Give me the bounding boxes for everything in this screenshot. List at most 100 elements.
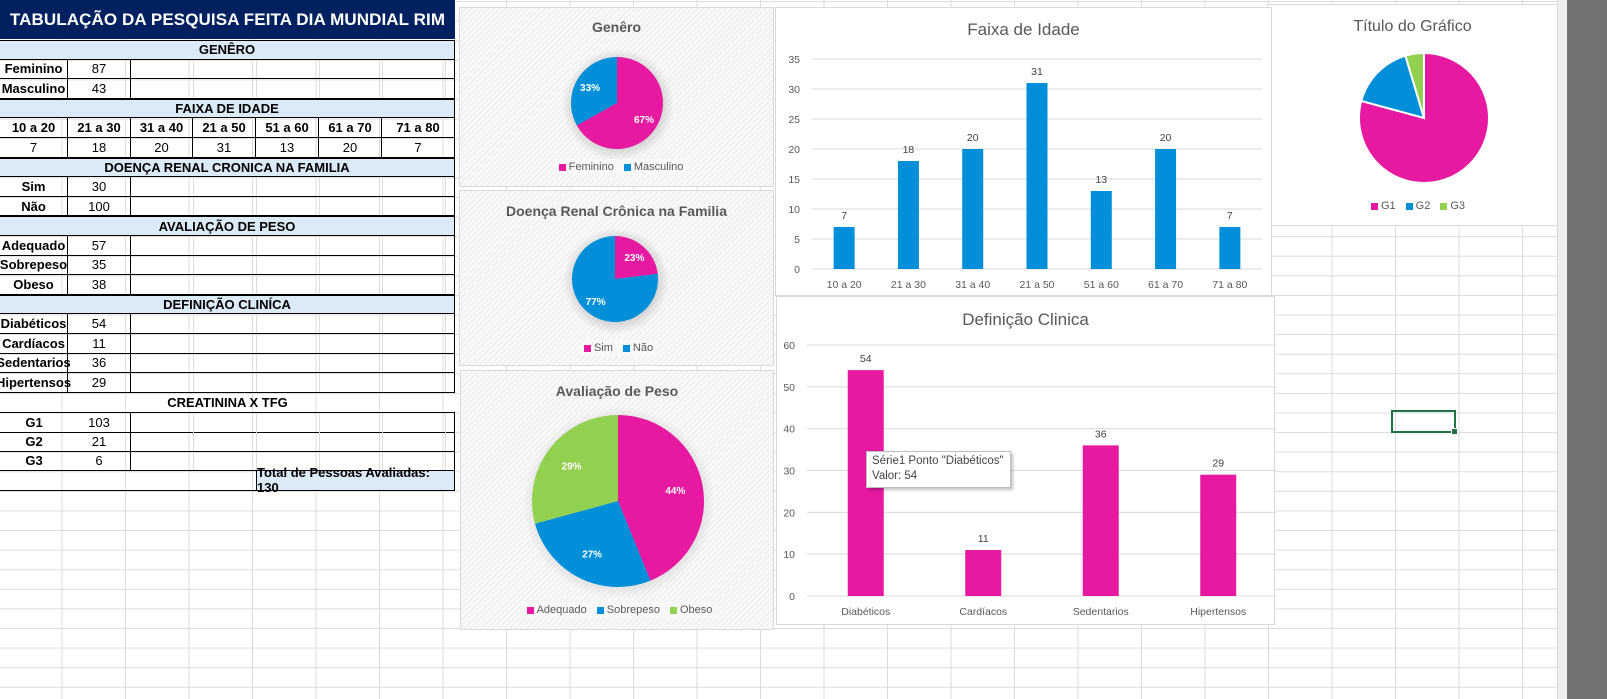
bar[interactable] [1082, 445, 1119, 596]
bar[interactable] [1219, 227, 1241, 269]
legend-item[interactable]: G2 [1405, 200, 1430, 212]
legend-item[interactable]: Sobrepeso [596, 604, 660, 616]
age-range-header[interactable]: 31 a 40 [131, 118, 193, 138]
pie-slice-sim[interactable] [615, 236, 658, 279]
legend-item[interactable]: Não [622, 342, 653, 354]
row-value[interactable]: 30 [68, 177, 131, 197]
bar[interactable] [1026, 83, 1048, 269]
empty-cells[interactable] [131, 353, 455, 374]
row-value[interactable]: 6 [68, 451, 131, 472]
row-value[interactable]: 36 [68, 353, 131, 374]
empty-cells[interactable] [131, 177, 455, 197]
empty-cells[interactable] [131, 373, 455, 393]
row-value[interactable]: 21 [68, 432, 131, 452]
row-value[interactable]: 43 [68, 79, 131, 99]
bar[interactable] [962, 149, 984, 269]
empty-cells[interactable] [131, 413, 455, 433]
row-label[interactable]: Cardíacos [0, 334, 68, 354]
row-label[interactable]: Sedentarios [0, 353, 71, 374]
age-range-value[interactable]: 18 [68, 138, 131, 158]
row-value[interactable]: 35 [68, 255, 131, 276]
legend-item[interactable]: Sim [583, 342, 613, 354]
bar[interactable] [833, 227, 855, 269]
chart-peso[interactable]: Avaliação de Peso 44% 27% 29% Adequado Sobr… [460, 370, 774, 630]
row-label[interactable]: Adequado [0, 236, 68, 256]
age-range-value[interactable]: 7 [0, 138, 68, 158]
sheet-title[interactable]: TABULAÇÃO DA PESQUISA FEITA DIA MUNDIAL … [0, 0, 455, 39]
empty-cells[interactable] [131, 255, 455, 276]
legend-item[interactable]: Obeso [669, 604, 712, 616]
section-genero[interactable]: GENÊRO [0, 40, 455, 60]
age-range-value[interactable]: 7 [382, 138, 455, 158]
row-value[interactable]: 11 [68, 334, 131, 354]
empty-cells[interactable] [131, 79, 455, 99]
row-value[interactable]: 100 [68, 196, 131, 217]
legend-item[interactable]: Adequado [526, 604, 587, 616]
section-clinica[interactable]: DEFINIÇÃO CLINÍCA [0, 294, 455, 315]
age-range-header[interactable]: 51 a 60 [256, 118, 319, 138]
age-range-header[interactable]: 21 a 50 [193, 118, 256, 138]
age-range-value[interactable]: 13 [256, 138, 319, 158]
chart-doenca[interactable]: Doença Renal Crônica na Familia 23% 77% S… [459, 190, 774, 366]
selected-cell[interactable] [1391, 410, 1458, 435]
row-label[interactable]: G2 [0, 432, 68, 452]
age-range-header[interactable]: 71 a 80 [382, 118, 455, 138]
vertical-scrollbar-track[interactable] [1557, 0, 1568, 699]
empty-cells[interactable] [131, 196, 455, 217]
row-label[interactable]: Masculino [0, 79, 68, 99]
chart-creatinina[interactable]: Título do Gráfico G1 G2 G3 [1267, 4, 1558, 226]
legend-item[interactable]: Feminino [558, 161, 614, 173]
pie-slice-masculino[interactable] [571, 57, 617, 126]
section-doenca[interactable]: DOENÇA RENAL CRONICA NA FAMILIA [0, 157, 455, 178]
row-label[interactable]: Sim [0, 177, 68, 197]
row-label[interactable]: G1 [0, 413, 68, 433]
bar[interactable] [1200, 474, 1237, 596]
age-range-header[interactable]: 21 a 30 [68, 118, 131, 138]
bar[interactable] [897, 161, 919, 269]
empty-cells[interactable] [0, 471, 256, 491]
row-label[interactable]: Diabéticos [0, 314, 68, 334]
bar[interactable] [1090, 191, 1112, 269]
legend-item[interactable]: G1 [1370, 200, 1396, 212]
empty-cells[interactable] [131, 236, 455, 256]
fill-handle[interactable] [1451, 428, 1458, 435]
section-creatinina[interactable]: CREATININA X TFG [167, 395, 288, 411]
age-range-value[interactable]: 20 [319, 138, 382, 158]
row-label[interactable]: Não [0, 196, 68, 217]
age-range-value[interactable]: 31 [193, 138, 256, 158]
empty-cells[interactable] [131, 275, 455, 295]
chart-clinica[interactable]: Definição Clinica 0 10 20 30 40 50 60 54 Diabéti… [776, 296, 1276, 625]
row-value[interactable]: 54 [68, 314, 131, 334]
section-faixa[interactable]: FAIXA DE IDADE [0, 98, 455, 119]
pie-slice-adequado[interactable] [618, 415, 704, 581]
age-range-value[interactable]: 20 [131, 138, 193, 158]
bar[interactable] [965, 549, 1002, 596]
row-label[interactable]: Feminino [0, 59, 68, 80]
empty-cells[interactable] [131, 451, 455, 472]
total-label[interactable]: Total de Pessoas Avaliadas: 130 [256, 465, 455, 495]
row-label[interactable]: Hipertensos [0, 373, 71, 393]
row-value[interactable]: 103 [68, 413, 131, 433]
row-label[interactable]: Obeso [0, 275, 68, 295]
empty-cells[interactable] [131, 432, 455, 452]
row-value[interactable]: 57 [68, 236, 131, 256]
bar[interactable] [1155, 149, 1177, 269]
chart-genero[interactable]: Genêro 67% 33% Feminino Masculino [459, 7, 774, 187]
section-peso[interactable]: AVALIAÇÃO DE PESO [0, 216, 455, 236]
legend-item[interactable]: Masculino [623, 161, 683, 173]
empty-cells[interactable] [131, 334, 455, 354]
row-label[interactable]: Sobrepeso [0, 255, 68, 276]
age-range-header[interactable]: 61 a 70 [319, 118, 382, 138]
pie-slice-não[interactable] [572, 236, 658, 322]
age-range-header[interactable]: 10 a 20 [0, 118, 68, 138]
pie-slice-g3[interactable] [1404, 51, 1425, 119]
pie-slice-sobrepeso[interactable] [535, 501, 651, 587]
row-value[interactable]: 38 [68, 275, 131, 295]
empty-cells[interactable] [131, 59, 455, 80]
chart-faixa[interactable]: Faixa de Idade 0 5 10 15 20 25 30 35 7 10 a 20 18 2… [775, 7, 1272, 296]
row-value[interactable]: 87 [68, 59, 131, 80]
row-label[interactable]: G3 [0, 452, 68, 472]
legend-item[interactable]: G3 [1440, 200, 1465, 212]
pie-slice-feminino[interactable] [576, 57, 663, 149]
empty-cells[interactable] [131, 314, 455, 334]
